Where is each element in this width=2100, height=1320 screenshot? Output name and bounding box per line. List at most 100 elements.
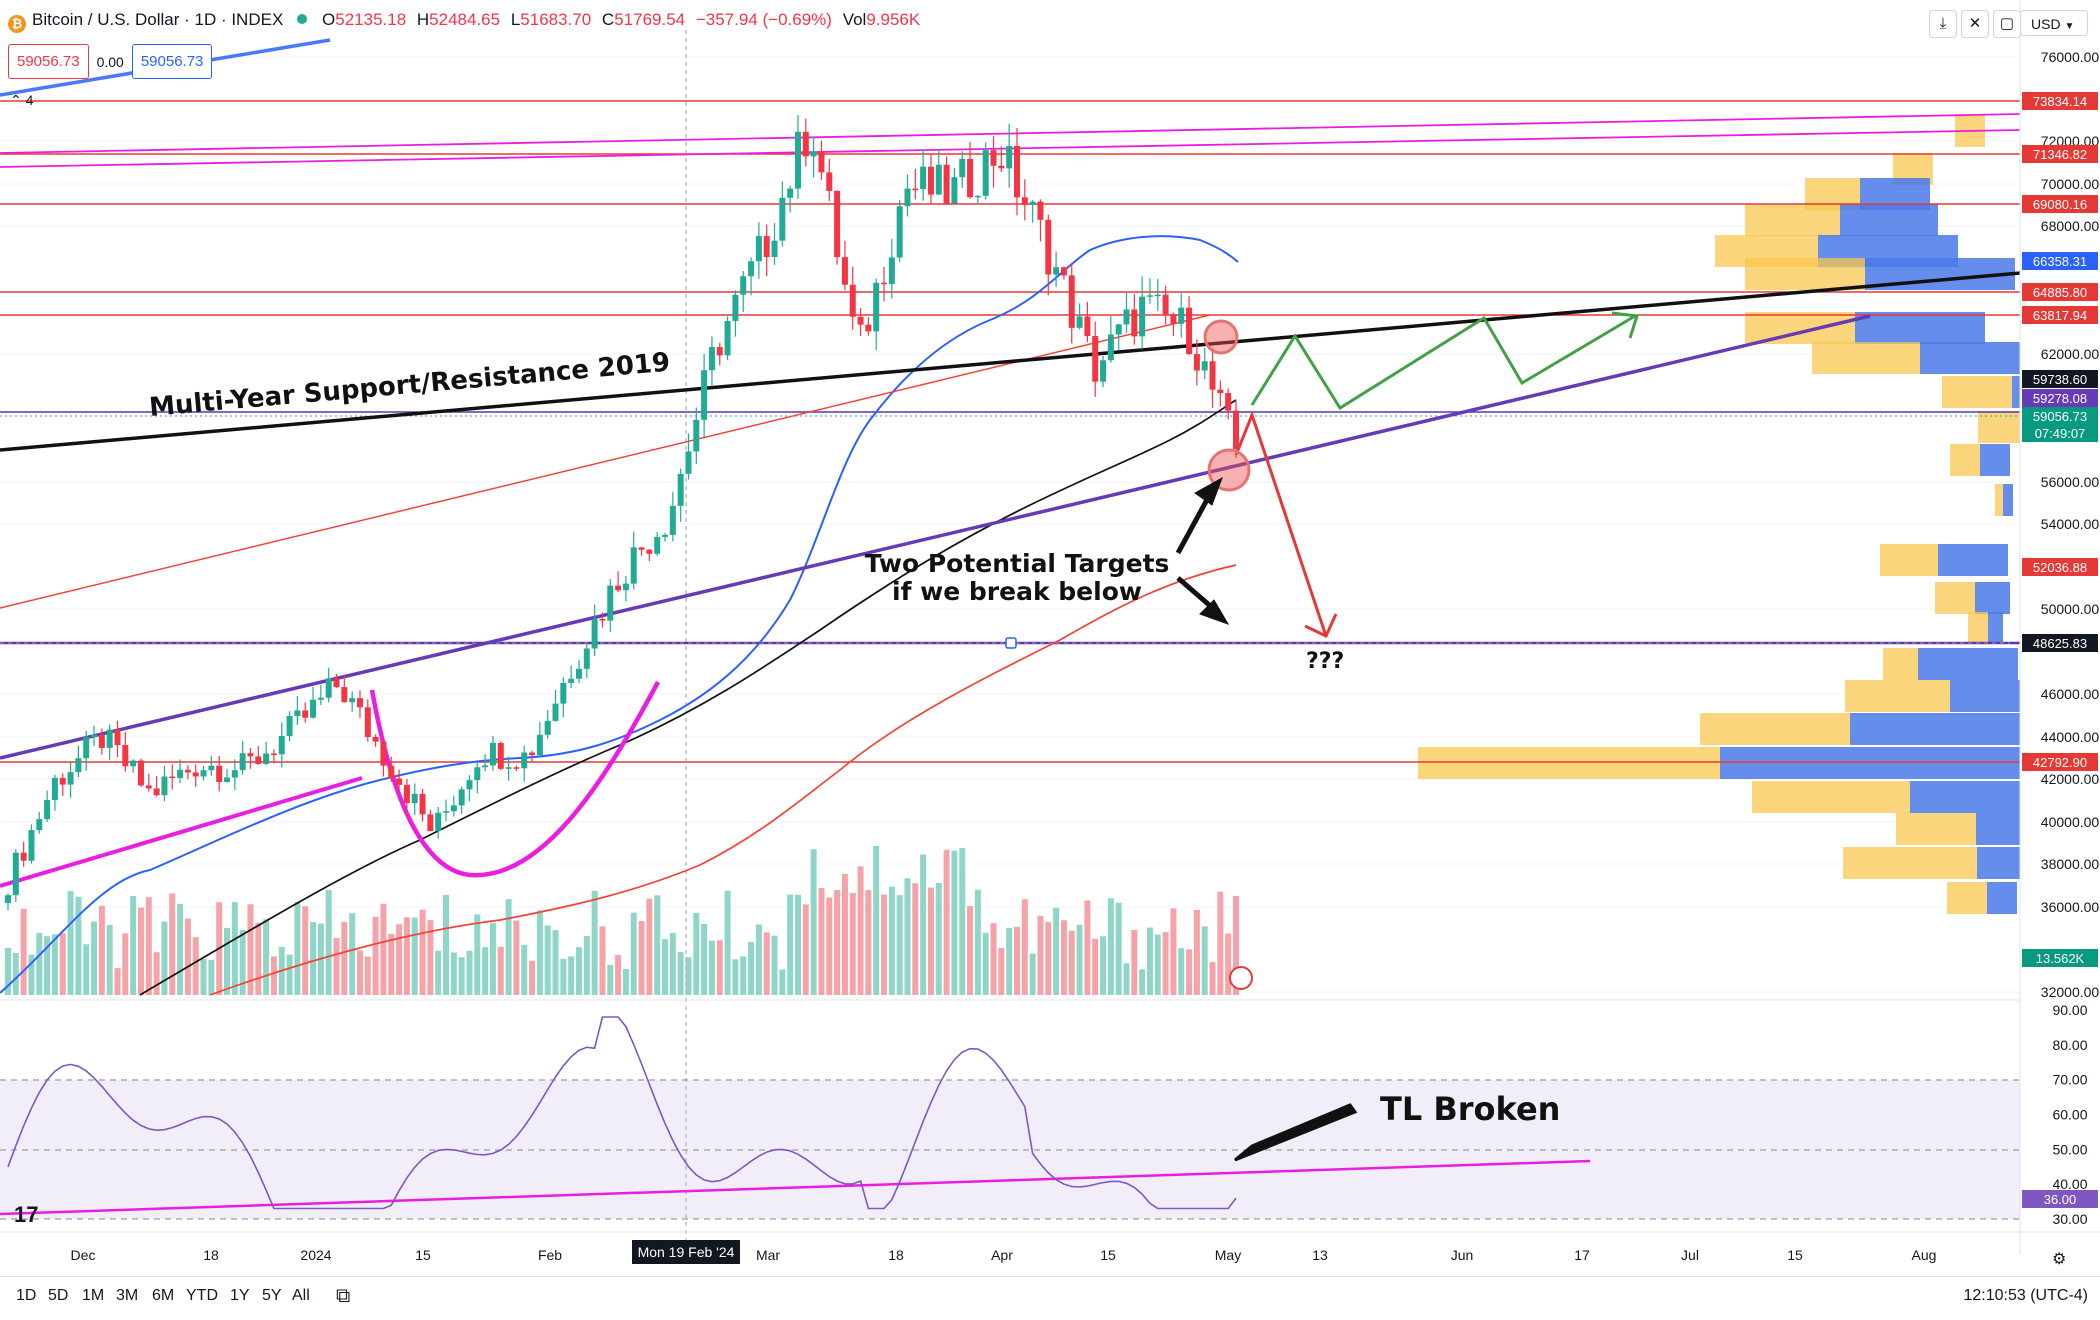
open-label: O: [322, 10, 336, 29]
candle-body: [450, 805, 457, 812]
vp-sell-bar: [1942, 376, 2012, 408]
candle-body: [826, 172, 833, 191]
volume-bar: [748, 942, 755, 995]
volume-bar: [521, 944, 528, 995]
volume-bar: [701, 923, 708, 995]
candle-body: [1068, 275, 1075, 328]
volume-bar: [732, 959, 739, 995]
volume-bar: [716, 940, 723, 995]
spread-value: 0.00: [96, 53, 124, 70]
volume-bar: [380, 903, 387, 995]
volume-bar: [1037, 915, 1044, 995]
volume-bar: [364, 956, 371, 995]
timeframe-3m[interactable]: 3M: [116, 1287, 139, 1304]
red-arrow-head: [1304, 613, 1338, 639]
maximize-icon[interactable]: ▢: [1993, 10, 2021, 38]
candle-body: [732, 294, 739, 321]
volume-bar: [427, 920, 434, 995]
candle-body: [1233, 410, 1239, 450]
volume-bar: [967, 905, 974, 995]
volume-bar: [51, 934, 58, 995]
close-icon[interactable]: ✕: [1961, 10, 1989, 38]
timeframe-1m[interactable]: 1M: [82, 1287, 105, 1304]
candle-body: [552, 703, 559, 721]
candle-body: [310, 699, 317, 718]
volume-bar: [458, 957, 465, 995]
volume-bar: [247, 904, 254, 995]
sell-button[interactable]: 59056.73: [8, 44, 89, 79]
price-ticks: 76000.0072000.0070000.0068000.0062000.00…: [2041, 49, 2100, 1227]
candle-body: [959, 158, 966, 178]
volume-bar: [529, 960, 536, 995]
volume-bar: [998, 947, 1005, 995]
candle-body: [505, 767, 512, 769]
volume-bar: [974, 889, 981, 995]
volume-bar: [310, 922, 317, 995]
rsi-tick-label: 80.00: [2052, 1037, 2087, 1053]
ma-black-100: [139, 399, 1237, 996]
indicator-toggle[interactable]: ⌃ 4: [10, 92, 34, 108]
volume-bar: [810, 849, 817, 995]
timeframe-5d[interactable]: 5D: [48, 1287, 69, 1304]
volume-bar: [356, 950, 363, 995]
timeframe-ytd[interactable]: YTD: [186, 1287, 218, 1304]
candle-body: [83, 737, 90, 759]
volume-bar: [794, 894, 801, 995]
candle-body: [1092, 336, 1099, 382]
candle-body: [599, 618, 606, 621]
candle-body: [529, 752, 536, 756]
timeframe-1d[interactable]: 1D: [16, 1287, 37, 1304]
candle-body: [685, 451, 692, 474]
candle-body: [654, 536, 661, 554]
timeframe-5y[interactable]: 5Y: [262, 1287, 282, 1304]
candle-body: [1029, 201, 1036, 205]
currency-select[interactable]: USD ▼: [2020, 10, 2088, 36]
candle-body: [560, 682, 567, 704]
volume-bar: [255, 922, 262, 995]
high-label: H: [416, 10, 430, 29]
date-tick-label: 15: [415, 1247, 431, 1263]
candle-body: [920, 166, 927, 190]
volume-bar: [959, 848, 966, 995]
date-tick-label: Jul: [1681, 1247, 1699, 1263]
volume-bar: [36, 932, 43, 995]
vp-buy-bar: [1720, 747, 2020, 779]
buy-button[interactable]: 59056.73: [131, 44, 213, 79]
date-tick-label: 17: [1574, 1247, 1590, 1263]
tl-broken-arrow: [1234, 1103, 1358, 1162]
timeframe-1y[interactable]: 1Y: [230, 1287, 250, 1304]
candle-body: [247, 753, 254, 757]
volume-bar: [388, 933, 395, 995]
volume-bar: [1076, 924, 1083, 995]
volume-bar: [231, 902, 238, 995]
volume-bar: [841, 873, 848, 995]
volume-bar: [912, 883, 919, 995]
candle-body: [1170, 314, 1177, 324]
volume-bar: [779, 969, 786, 995]
vp-buy-bar: [1850, 713, 2020, 745]
timeframe-6m[interactable]: 6M: [152, 1287, 175, 1304]
download-icon[interactable]: ⤓: [1929, 10, 1957, 38]
volume-bar: [341, 921, 348, 995]
candle-body: [482, 765, 489, 768]
candle-body: [75, 758, 82, 773]
price-label-box: [2022, 753, 2098, 771]
currency-label: USD: [2031, 16, 2061, 32]
multi-year-trendline: [0, 264, 2100, 452]
volume-bar: [67, 891, 74, 995]
volume-bar: [1193, 909, 1200, 995]
symbol-title[interactable]: Bitcoin / U.S. Dollar · 1D · INDEX: [32, 10, 284, 29]
candle-body: [1162, 294, 1169, 315]
price-label-text: 59278.08: [2033, 391, 2087, 406]
candle-body: [380, 741, 387, 766]
candle-body: [583, 648, 590, 669]
price-tick-label: 54000.00: [2041, 516, 2100, 532]
volume-bar: [403, 917, 410, 995]
candle-body: [787, 188, 794, 198]
settings-icon[interactable]: ⚙: [2052, 1251, 2066, 1268]
volume-bar: [943, 849, 950, 995]
open-value: 52135.18: [335, 10, 407, 29]
chart-canvas[interactable]: Multi-Year Support/Resistance 2019 Two P…: [0, 0, 2100, 1276]
compare-icon[interactable]: ⧉: [336, 1285, 351, 1307]
timeframe-all[interactable]: All: [292, 1287, 310, 1304]
